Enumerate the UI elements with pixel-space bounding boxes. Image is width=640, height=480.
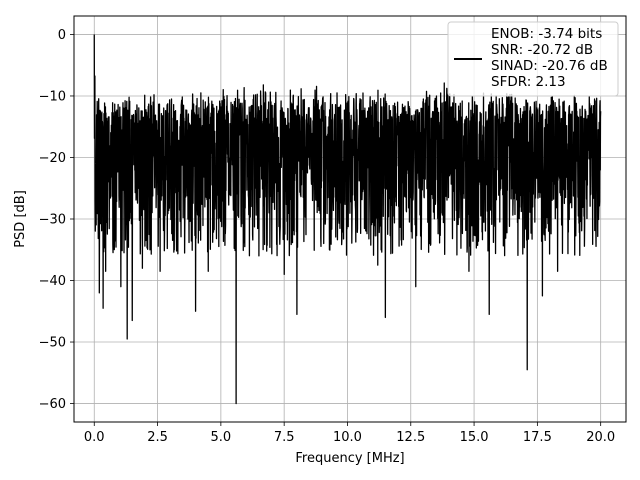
y-tick-label: −30 [39,213,66,228]
y-tick-label: −10 [39,89,66,104]
psd-series-line [93,34,602,405]
y-axis-title: PSD [dB] [13,190,28,248]
legend-sinad: SINAD: -20.76 dB [491,58,608,74]
legend-snr: SNR: -20.72 dB [491,42,593,58]
y-tick-label: −20 [39,151,66,166]
x-tick-label: 15.0 [460,430,489,445]
x-tick-label: 2.5 [147,430,168,445]
x-tick-label: 0.0 [84,430,105,445]
y-tick-label: 0 [58,28,66,43]
legend: ENOB: -3.74 bits SNR: -20.72 dB SINAD: -… [447,21,619,97]
legend-sfdr: SFDR: 2.13 [491,74,566,90]
y-axis-ticks: 0 −10 −20 −30 −40 −50 −60 [39,28,74,412]
x-tick-label: 20.0 [586,430,615,445]
plot-layer [93,34,602,405]
y-tick-label: −60 [39,397,66,412]
x-tick-label: 17.5 [523,430,552,445]
x-axis-ticks: 0.0 2.5 5.0 7.5 10.0 12.5 15.0 17.5 20.0 [84,422,615,445]
legend-enob: ENOB: -3.74 bits [491,26,602,42]
x-tick-label: 5.0 [211,430,232,445]
x-tick-label: 10.0 [333,430,362,445]
x-tick-label: 7.5 [274,430,295,445]
y-tick-label: −50 [39,336,66,351]
x-tick-label: 12.5 [396,430,425,445]
x-axis-title: Frequency [MHz] [295,451,404,466]
legend-box [447,21,619,97]
y-tick-label: −40 [39,274,66,289]
